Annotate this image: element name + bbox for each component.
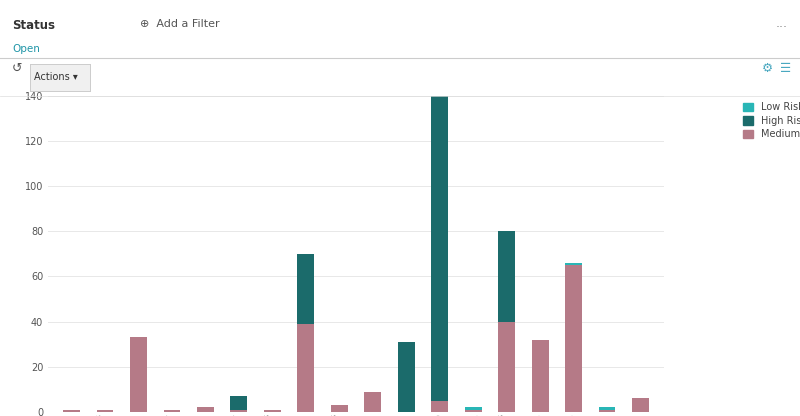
Text: Actions ▾: Actions ▾	[34, 72, 78, 82]
Bar	[331, 405, 348, 412]
Text: ...: ...	[776, 17, 788, 30]
Text: Open: Open	[12, 44, 40, 54]
Bar	[532, 339, 549, 412]
Bar	[431, 401, 448, 412]
Bar	[566, 265, 582, 412]
Bar	[632, 398, 649, 412]
Text: ☰: ☰	[780, 62, 791, 75]
Text: ⊕  Add a Filter: ⊕ Add a Filter	[140, 19, 220, 29]
Bar	[298, 254, 314, 324]
Bar	[598, 410, 615, 412]
Bar	[498, 231, 515, 322]
Bar	[598, 407, 615, 410]
Text: ↺: ↺	[12, 62, 22, 75]
Bar	[465, 407, 482, 410]
Legend: Low Risk, High Risk, Medium Risk: Low Risk, High Risk, Medium Risk	[742, 101, 800, 141]
Bar	[130, 337, 146, 412]
Bar	[230, 410, 247, 412]
Bar	[163, 410, 180, 412]
Text: Status: Status	[12, 19, 55, 32]
Bar	[398, 342, 414, 412]
Bar	[566, 263, 582, 265]
Text: ⚙: ⚙	[762, 62, 773, 75]
Bar	[498, 322, 515, 412]
Bar	[431, 94, 448, 401]
Bar	[465, 410, 482, 412]
Bar	[264, 410, 281, 412]
Bar	[230, 396, 247, 410]
Bar	[364, 391, 381, 412]
Bar	[97, 410, 114, 412]
Bar	[197, 407, 214, 412]
Bar	[63, 410, 80, 412]
Bar	[298, 324, 314, 412]
